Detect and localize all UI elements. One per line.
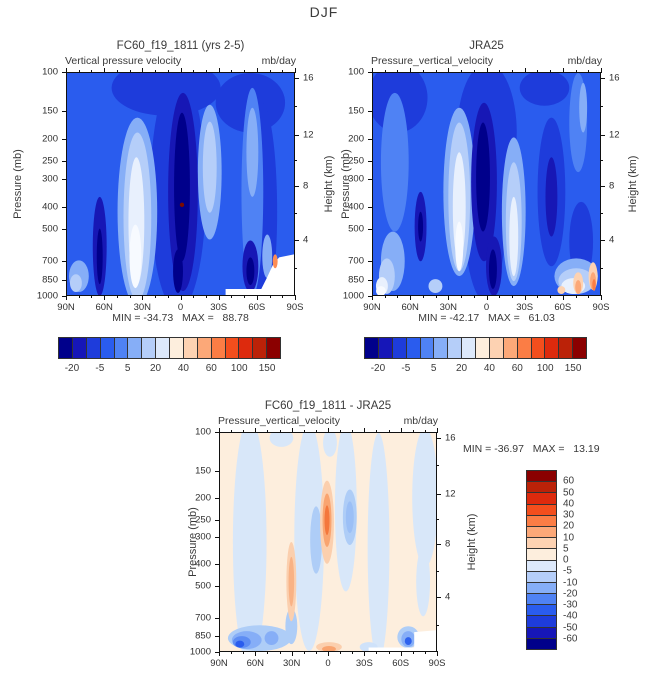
panel-fc60-units: mb/day — [261, 55, 296, 67]
panel-jra25-units: mb/day — [567, 55, 602, 67]
contour-field — [373, 73, 600, 295]
panel-fc60: FC60_f19_1811 (yrs 2-5) Vertical pressur… — [12, 40, 335, 324]
panel-jra25-title: JRA25 — [469, 40, 504, 52]
diff-colorbar: 60 50 40 30 20 10 5 0 -5 -10 -20 -30 -40 -50 -60 — [526, 470, 577, 650]
contour-field — [220, 433, 436, 651]
panel-diff-units: mb/day — [403, 415, 438, 427]
jra25-minmax: MIN = -42.17 MAX = 61.03 — [418, 312, 555, 324]
fc60-contour-plot — [67, 73, 294, 295]
panel-fc60-subtitle: Vertical pressure velocity — [65, 55, 182, 67]
jra25-axis-height: 16 12 8 4 — [600, 72, 646, 296]
fc60-ylabel-height: Height (km) — [323, 155, 335, 213]
panel-jra25: JRA25 Pressure_vertical_velocity mb/day — [340, 40, 639, 324]
panel-diff-title: FC60_f19_1811 - JRA25 — [264, 400, 392, 412]
jra25-ylabel-pressure: Pressure (mb) — [340, 149, 352, 219]
diff-contour-plot — [220, 433, 436, 651]
panel-diff-subtitle: Pressure_vertical_velocity — [218, 415, 340, 427]
diff-axis-lat: 90N 60N 30N 0 30S 60S 90S — [210, 651, 445, 671]
panel-fc60-title: FC60_f19_1811 (yrs 2-5) — [116, 40, 245, 52]
figure-title: DJF — [309, 4, 339, 20]
jra25-colorbar: -20 -5 5 20 40 60 100 150 — [364, 337, 587, 374]
fc60-ylabel-pressure: Pressure (mb) — [12, 149, 24, 219]
fc60-minmax: MIN = -34.73 MAX = 88.78 — [112, 312, 249, 324]
panel-diff: FC60_f19_1811 - JRA25 Pressure_vertical_… — [187, 400, 478, 669]
fc60-colorbar: -20 -5 5 20 40 60 100 150 — [58, 337, 281, 374]
jra25-ylabel-height: Height (km) — [627, 155, 639, 213]
contour-field — [67, 73, 294, 295]
jra25-contour-plot — [373, 73, 600, 295]
diff-ylabel-height: Height (km) — [466, 513, 478, 571]
panel-jra25-subtitle: Pressure_vertical_velocity — [371, 55, 493, 67]
diff-minmax: MIN = -36.97 MAX = 13.19 — [463, 443, 600, 455]
diff-ylabel-pressure: Pressure (mb) — [187, 507, 199, 577]
